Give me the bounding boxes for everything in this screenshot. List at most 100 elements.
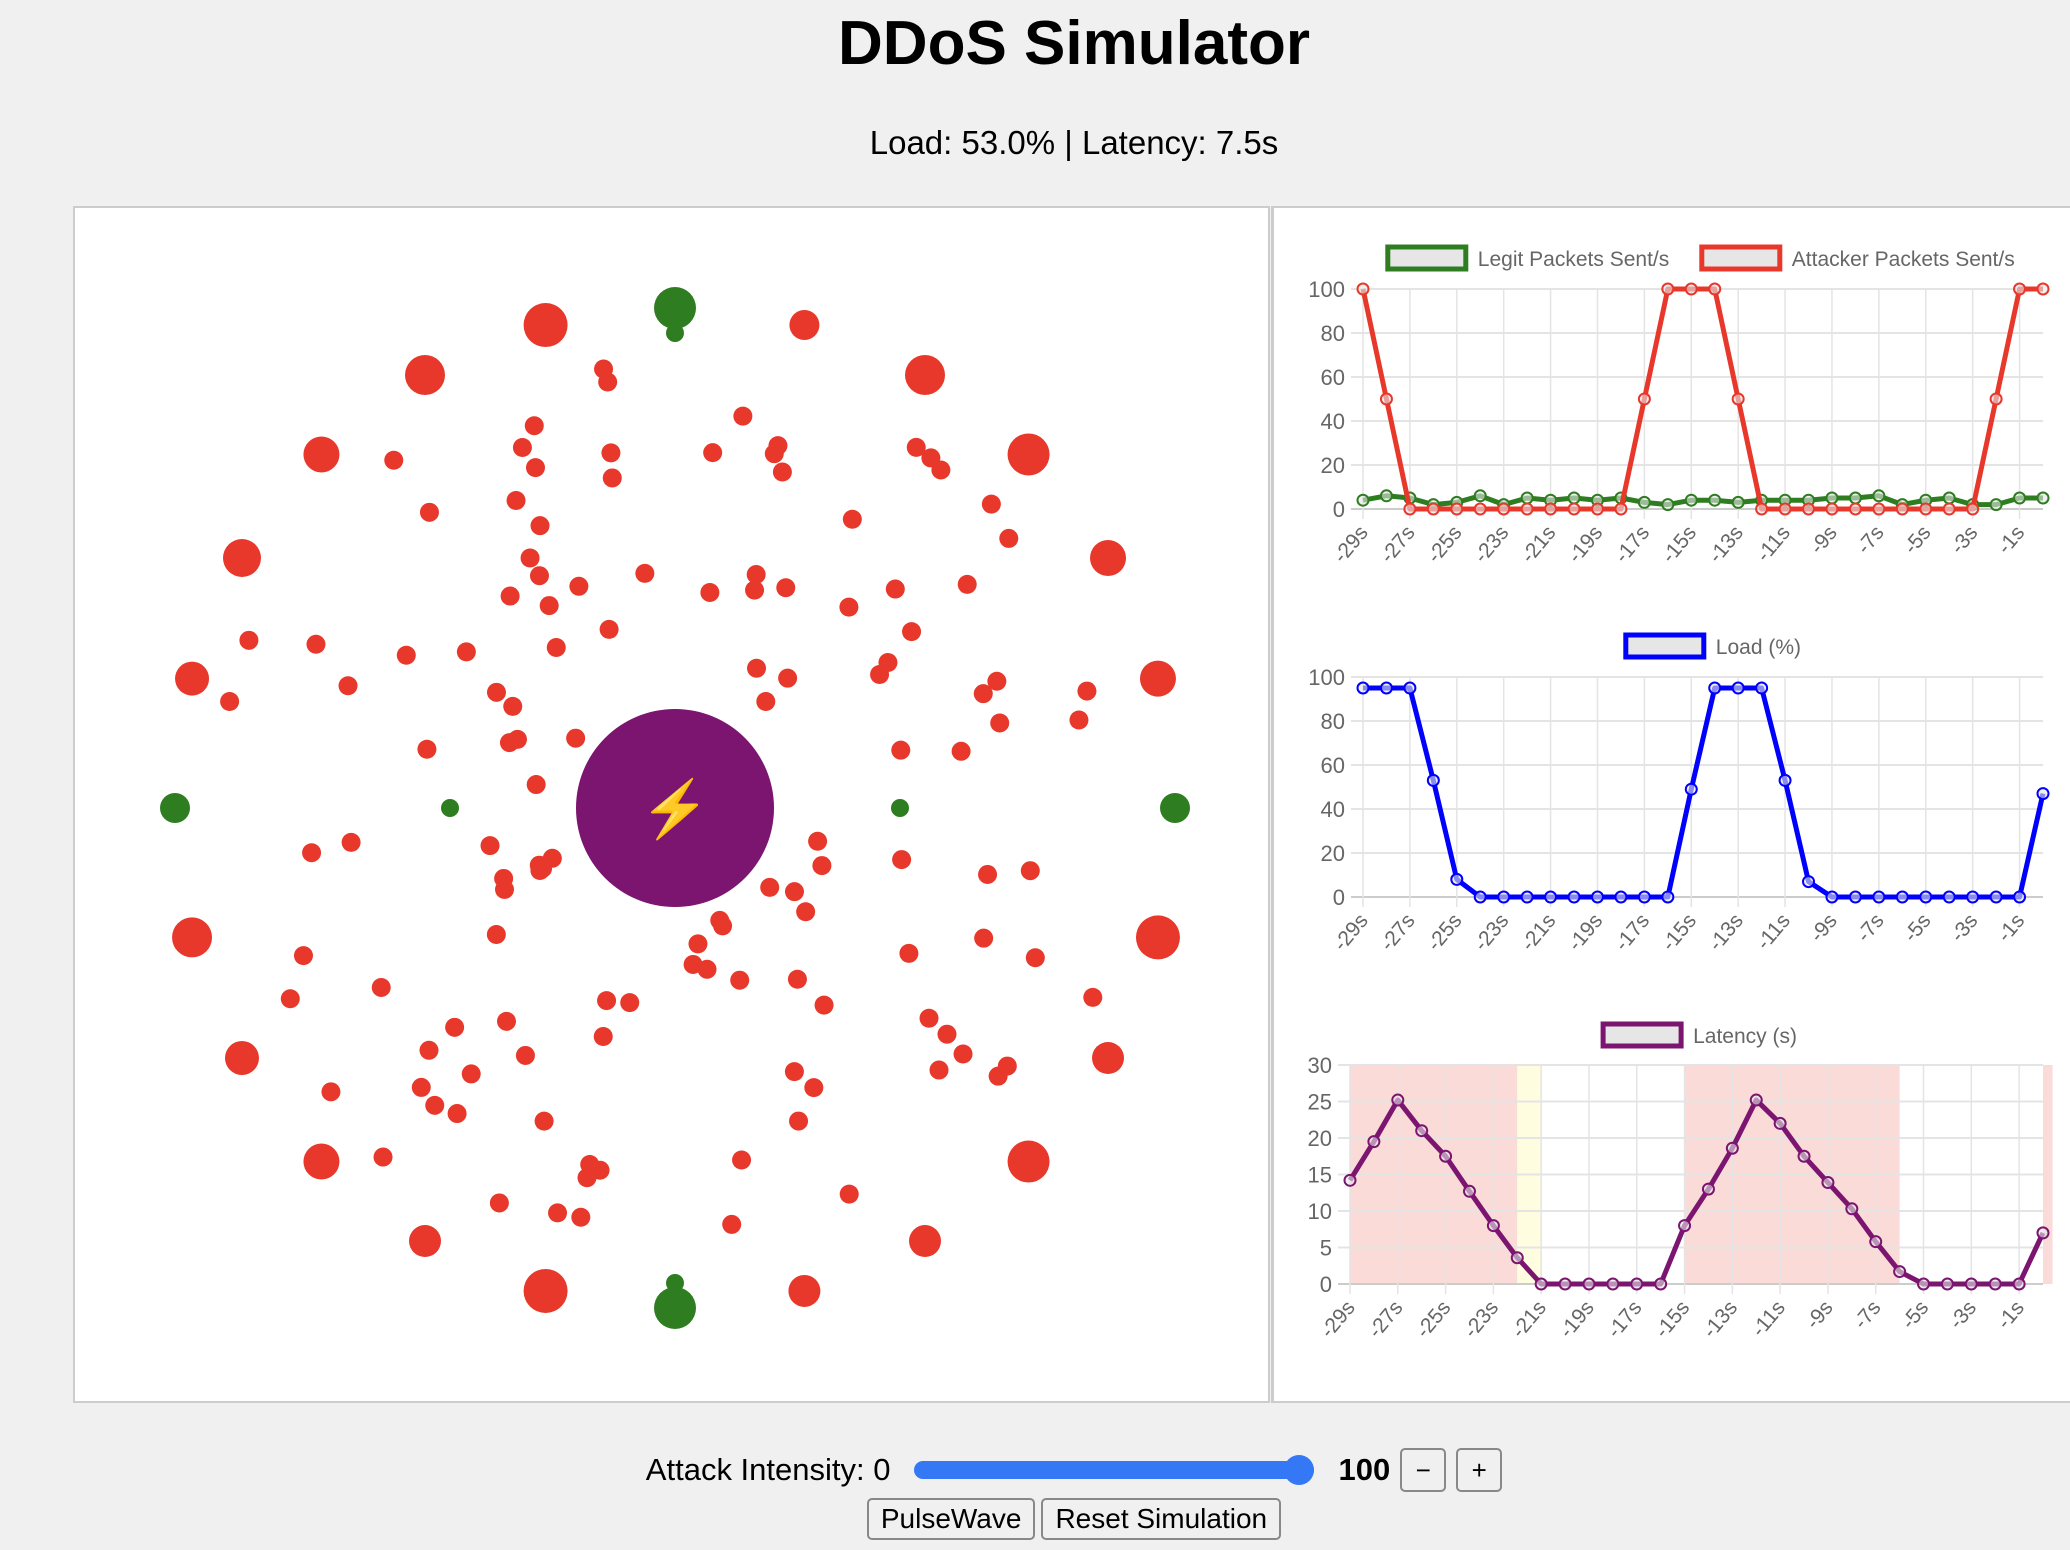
data-point: [1450, 502, 1464, 516]
data-point: [1731, 392, 1745, 406]
data-point: [1661, 890, 1675, 904]
attack-packet: [1077, 681, 1097, 701]
attack-packet: [732, 1150, 752, 1170]
x-tick-label: -5s: [1897, 1296, 1933, 1333]
attack-packet: [571, 1207, 591, 1227]
attack-packet: [496, 1011, 516, 1031]
x-tick-label: -1s: [1993, 521, 2029, 558]
attack-packet: [1020, 861, 1040, 881]
data-point: [1988, 1277, 2002, 1291]
data-point: [1379, 392, 1393, 406]
x-tick-label: -15s: [1650, 1296, 1694, 1342]
attacker-node: [905, 354, 945, 395]
attacker-node: [224, 1041, 259, 1075]
attack-packet: [520, 548, 540, 568]
attack-packet: [776, 578, 796, 598]
charts-panel: 0 20 40 60 80 100 -29s -27s -25s -23s -21s -19s -17s…: [1271, 206, 2070, 1403]
network-visualization: ⚡: [160, 287, 1190, 1329]
attack-packet: [341, 832, 361, 852]
x-tick-label: -7s: [1849, 1296, 1885, 1333]
data-point: [1606, 1277, 1620, 1291]
x-tick-label: -27s: [1364, 1296, 1408, 1342]
y-tick-label: 0: [1333, 885, 1345, 910]
attack-packet: [530, 861, 550, 881]
attack-packet: [919, 1008, 939, 1028]
intensity-max-label: 100: [1338, 1452, 1391, 1487]
x-tick-label: -11s: [1752, 521, 1795, 566]
attack-packet: [957, 574, 977, 594]
attack-packet: [839, 1184, 859, 1204]
data-point: [1614, 890, 1628, 904]
y-tick-label: 20: [1321, 453, 1345, 478]
attack-packet: [804, 1078, 824, 1098]
attack-packet: [419, 502, 439, 522]
attack-packet: [990, 713, 1010, 733]
attack-packet: [546, 638, 566, 658]
attack-packet: [524, 416, 544, 436]
increment-button[interactable]: +: [1456, 1448, 1503, 1492]
attacker-node: [788, 1274, 821, 1307]
data-point: [1426, 773, 1440, 787]
x-tick-label: -19s: [1563, 521, 1607, 567]
data-point: [1701, 1182, 1715, 1196]
attack-packet: [500, 586, 520, 606]
attack-packet: [371, 977, 391, 997]
data-point: [1940, 1277, 1954, 1291]
attack-packet: [239, 630, 259, 650]
attack-packet: [981, 494, 1001, 514]
data-point: [1708, 681, 1722, 695]
data-point: [1989, 392, 2003, 406]
series-line: [1362, 493, 2043, 508]
data-point: [1356, 681, 1370, 695]
data-point: [2036, 787, 2050, 801]
pulsewave-button[interactable]: PulseWave: [866, 1498, 1036, 1540]
x-tick-label: -13s: [1704, 521, 1748, 567]
simulation-canvas: ⚡: [73, 206, 1270, 1403]
data-point: [1802, 502, 1816, 516]
y-tick-label: 100: [1308, 665, 1345, 690]
attacker-node: [405, 354, 445, 395]
data-point: [1510, 1251, 1524, 1265]
attack-intensity-slider[interactable]: [914, 1461, 1315, 1479]
x-tick-label: -13s: [1698, 1296, 1742, 1342]
legend-label: Load (%): [1716, 636, 1801, 659]
attack-packet: [1069, 710, 1089, 730]
data-point: [1473, 890, 1487, 904]
attack-packet: [688, 934, 708, 954]
attack-packet: [891, 740, 911, 760]
data-point: [1520, 890, 1534, 904]
data-point: [1684, 282, 1698, 296]
attack-packet: [808, 831, 828, 851]
x-tick-label: -29s: [1329, 521, 1373, 567]
data-point: [1614, 502, 1628, 516]
x-tick-label: -7s: [1852, 521, 1888, 558]
attack-packet: [529, 566, 549, 586]
attack-packet: [722, 1214, 742, 1234]
attack-packet: [973, 684, 993, 704]
decrement-button[interactable]: −: [1400, 1448, 1447, 1492]
attacker-node: [222, 539, 261, 577]
attack-packet: [384, 450, 404, 470]
data-point: [1486, 1219, 1500, 1233]
x-tick-label: -25s: [1423, 521, 1467, 567]
data-point: [1825, 890, 1839, 904]
reset-simulation-button[interactable]: Reset Simulation: [1041, 1498, 1282, 1540]
data-point: [1637, 890, 1651, 904]
data-point: [1872, 489, 1886, 503]
data-point: [1848, 890, 1862, 904]
attack-packet: [599, 619, 619, 639]
legit-packet: [891, 799, 909, 817]
attacker-node: [1090, 540, 1127, 576]
attack-packet: [494, 868, 514, 888]
y-tick-label: 80: [1321, 321, 1345, 346]
x-tick-label: -17s: [1610, 909, 1654, 955]
data-point: [1367, 1135, 1381, 1149]
x-tick-label: -27s: [1376, 909, 1420, 955]
x-tick-label: -5s: [1899, 521, 1935, 558]
legend-swatch: [1385, 244, 1469, 272]
x-tick-label: -9s: [1805, 521, 1841, 558]
attack-packet: [988, 1066, 1008, 1086]
attack-packet: [506, 491, 526, 511]
y-tick-label: 30: [1308, 1053, 1332, 1078]
status-band: [2043, 1065, 2053, 1284]
